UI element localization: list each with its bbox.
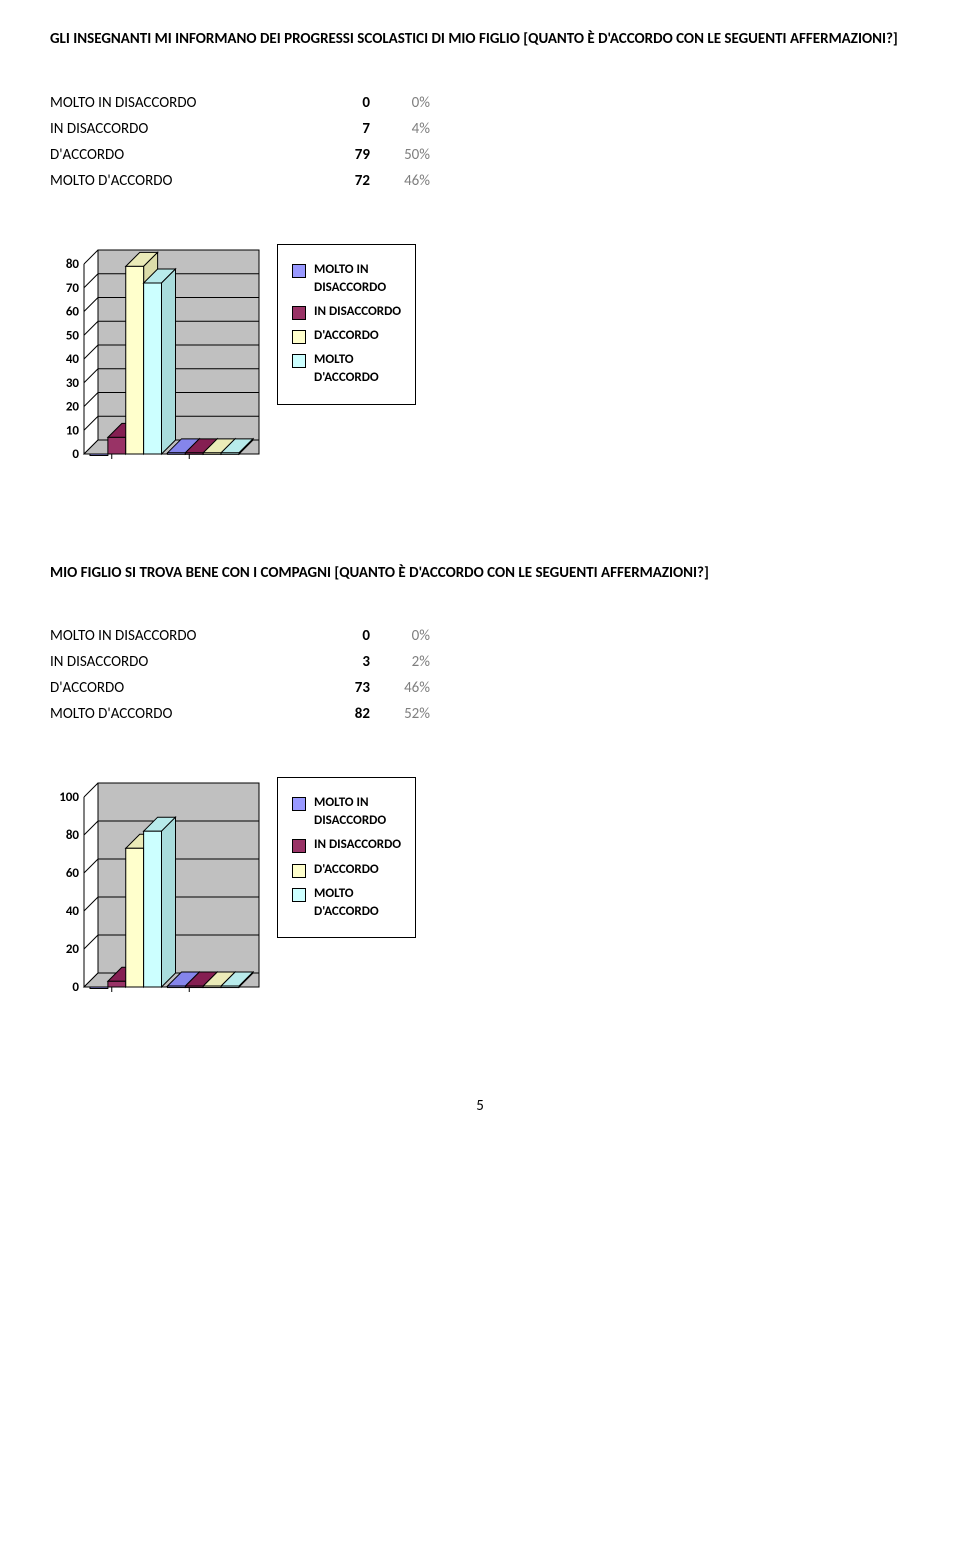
legend-text: IN DISACCORDO bbox=[314, 303, 401, 321]
legend-swatch bbox=[292, 354, 306, 368]
svg-text:20: 20 bbox=[66, 399, 80, 414]
row-label: D'ACCORDO bbox=[50, 142, 310, 168]
row-label: MOLTO D'ACCORDO bbox=[50, 701, 310, 727]
row-pct: 4% bbox=[370, 116, 430, 142]
legend-swatch bbox=[292, 797, 306, 811]
table-row: MOLTO IN DISACCORDO 0 0% bbox=[50, 623, 430, 649]
table-row: D'ACCORDO 73 46% bbox=[50, 675, 430, 701]
legend-text: D'ACCORDO bbox=[314, 327, 379, 345]
table-row: MOLTO D'ACCORDO 72 46% bbox=[50, 168, 430, 194]
question-2-legend: MOLTO INDISACCORDO IN DISACCORDO D'ACCORDO… bbox=[277, 777, 416, 938]
legend-text: D'ACCORDO bbox=[314, 861, 379, 879]
legend-row: MOLTOD'ACCORDO bbox=[292, 885, 401, 921]
row-count: 82 bbox=[310, 701, 370, 727]
svg-text:30: 30 bbox=[66, 375, 80, 390]
svg-text:70: 70 bbox=[66, 280, 80, 295]
svg-text:60: 60 bbox=[66, 866, 80, 881]
svg-text:60: 60 bbox=[66, 304, 80, 319]
legend-row: MOLTO INDISACCORDO bbox=[292, 794, 401, 830]
row-pct: 52% bbox=[370, 701, 430, 727]
legend-text: MOLTOD'ACCORDO bbox=[314, 351, 379, 387]
svg-text:0: 0 bbox=[72, 980, 79, 995]
row-pct: 0% bbox=[370, 90, 430, 116]
table-row: MOLTO IN DISACCORDO 0 0% bbox=[50, 90, 430, 116]
svg-text:80: 80 bbox=[66, 257, 80, 272]
legend-row: IN DISACCORDO bbox=[292, 836, 401, 854]
row-count: 72 bbox=[310, 168, 370, 194]
row-count: 79 bbox=[310, 142, 370, 168]
legend-swatch bbox=[292, 839, 306, 853]
question-2-chart-wrap: 0 20 40 60 80 100 MOLTO INDISACCORDO IN DISACC… bbox=[50, 777, 910, 1007]
svg-text:10: 10 bbox=[66, 423, 80, 438]
row-pct: 46% bbox=[370, 675, 430, 701]
legend-row: D'ACCORDO bbox=[292, 327, 401, 345]
svg-text:20: 20 bbox=[66, 942, 80, 957]
legend-row: IN DISACCORDO bbox=[292, 303, 401, 321]
legend-row: D'ACCORDO bbox=[292, 861, 401, 879]
legend-swatch bbox=[292, 864, 306, 878]
row-label: IN DISACCORDO bbox=[50, 649, 310, 675]
svg-text:50: 50 bbox=[66, 328, 80, 343]
legend-swatch bbox=[292, 306, 306, 320]
row-label: MOLTO D'ACCORDO bbox=[50, 168, 310, 194]
legend-swatch bbox=[292, 330, 306, 344]
question-1-chart: 0 10 20 30 40 50 60 70 80 bbox=[50, 244, 265, 474]
legend-text: MOLTOD'ACCORDO bbox=[314, 885, 379, 921]
question-2-title: MIO FIGLIO SI TROVA BENE CON I COMPAGNI … bbox=[50, 564, 910, 584]
row-count: 3 bbox=[310, 649, 370, 675]
legend-text: MOLTO INDISACCORDO bbox=[314, 261, 386, 297]
table-row: IN DISACCORDO 3 2% bbox=[50, 649, 430, 675]
table-row: MOLTO D'ACCORDO 82 52% bbox=[50, 701, 430, 727]
legend-swatch bbox=[292, 264, 306, 278]
svg-text:100: 100 bbox=[59, 790, 79, 805]
table-row: D'ACCORDO 79 50% bbox=[50, 142, 430, 168]
row-label: MOLTO IN DISACCORDO bbox=[50, 623, 310, 649]
svg-text:40: 40 bbox=[66, 352, 80, 367]
question-2-chart: 0 20 40 60 80 100 bbox=[50, 777, 265, 1007]
row-count: 73 bbox=[310, 675, 370, 701]
row-label: IN DISACCORDO bbox=[50, 116, 310, 142]
svg-text:0: 0 bbox=[72, 447, 79, 462]
row-count: 0 bbox=[310, 90, 370, 116]
svg-text:80: 80 bbox=[66, 828, 80, 843]
legend-row: MOLTOD'ACCORDO bbox=[292, 351, 401, 387]
legend-row: MOLTO INDISACCORDO bbox=[292, 261, 401, 297]
row-label: MOLTO IN DISACCORDO bbox=[50, 90, 310, 116]
page-number: 5 bbox=[50, 1097, 910, 1115]
legend-text: IN DISACCORDO bbox=[314, 836, 401, 854]
row-label: D'ACCORDO bbox=[50, 675, 310, 701]
legend-text: MOLTO INDISACCORDO bbox=[314, 794, 386, 830]
svg-text:40: 40 bbox=[66, 904, 80, 919]
question-1-title: GLI INSEGNANTI MI INFORMANO DEI PROGRESS… bbox=[50, 30, 910, 50]
row-pct: 50% bbox=[370, 142, 430, 168]
row-pct: 0% bbox=[370, 623, 430, 649]
row-count: 7 bbox=[310, 116, 370, 142]
row-pct: 46% bbox=[370, 168, 430, 194]
question-1-chart-wrap: 0 10 20 30 40 50 60 70 80 MOLTO INDISACCORDO IN D… bbox=[50, 244, 910, 474]
row-count: 0 bbox=[310, 623, 370, 649]
table-row: IN DISACCORDO 7 4% bbox=[50, 116, 430, 142]
question-2-table: MOLTO IN DISACCORDO 0 0% IN DISACCORDO 3… bbox=[50, 623, 430, 727]
legend-swatch bbox=[292, 888, 306, 902]
question-1-legend: MOLTO INDISACCORDO IN DISACCORDO D'ACCORDO… bbox=[277, 244, 416, 405]
question-1-table: MOLTO IN DISACCORDO 0 0% IN DISACCORDO 7… bbox=[50, 90, 430, 194]
row-pct: 2% bbox=[370, 649, 430, 675]
